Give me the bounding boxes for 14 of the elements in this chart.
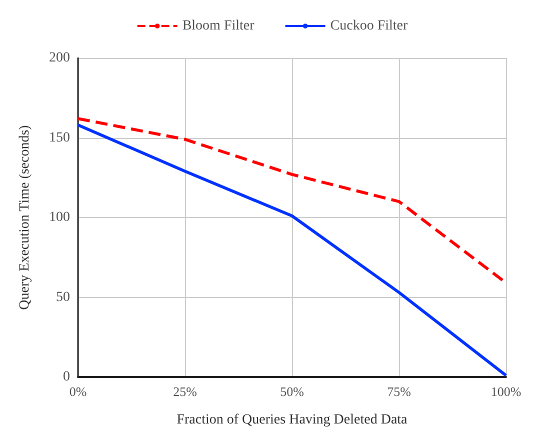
y-tick-label: 0 (63, 370, 70, 384)
y-axis-title: Query Execution Time (seconds) (18, 124, 32, 310)
legend-label: Bloom Filter (182, 18, 255, 34)
x-tick-label: 75% (387, 384, 412, 399)
x-tick-label: 25% (173, 384, 198, 399)
y-tick-label: 200 (49, 50, 70, 66)
y-tick-label: 150 (49, 130, 70, 146)
legend-label: Cuckoo Filter (330, 18, 408, 34)
y-tick-label: 50 (56, 290, 70, 305)
x-tick-label: 0% (69, 384, 87, 399)
x-tick-label: 50% (280, 384, 304, 399)
x-tick-label: 100% (490, 384, 522, 399)
x-axis-title: Fraction of Queries Having Deleted Data (176, 412, 408, 428)
y-tick-label: 100 (49, 210, 70, 225)
